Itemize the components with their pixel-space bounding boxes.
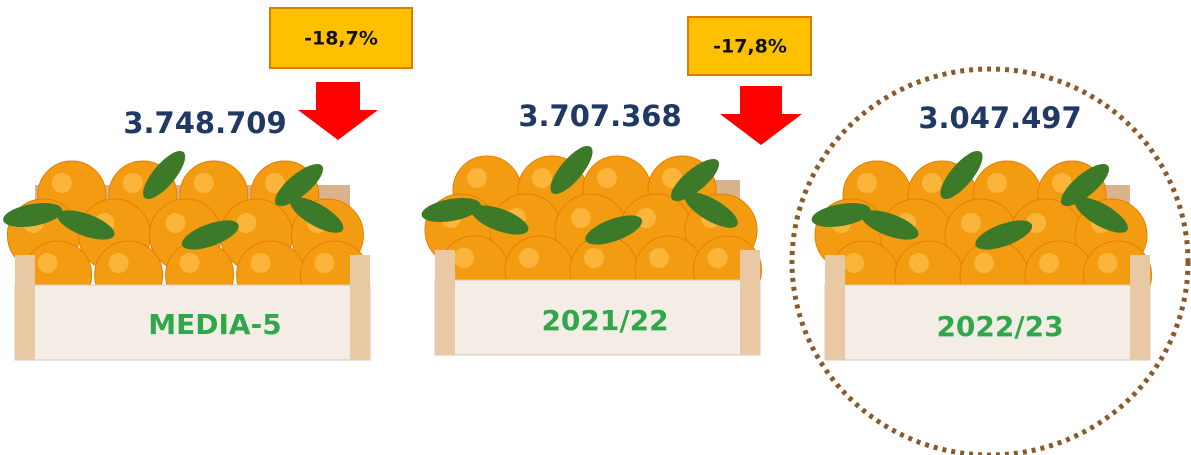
orange-shine	[708, 248, 728, 268]
period-label: 2021/22	[541, 304, 668, 337]
orange-shine	[974, 253, 994, 273]
orange-shine	[649, 248, 669, 268]
orange-shine	[315, 253, 335, 273]
down-arrow	[298, 82, 378, 140]
value: 3.707.368	[518, 99, 681, 133]
period-label: MEDIA-5	[148, 308, 281, 341]
orange-shine	[571, 208, 591, 228]
orange-shine	[467, 168, 487, 188]
crate-post	[825, 255, 845, 360]
orange-shine	[194, 173, 214, 193]
orange-shine	[236, 213, 256, 233]
orange-shine	[584, 248, 604, 268]
orange-shine	[1039, 253, 1059, 273]
orange-shine	[909, 253, 929, 273]
orange-shine	[180, 253, 200, 273]
orange-shine	[454, 248, 474, 268]
orange-shine	[52, 173, 72, 193]
orange-shine	[109, 253, 129, 273]
orange-shine	[123, 173, 143, 193]
orange-shine	[844, 253, 864, 273]
orange-shine	[519, 248, 539, 268]
orange-shine	[961, 213, 981, 233]
down-arrow	[720, 86, 802, 145]
crate-post	[740, 250, 760, 355]
crate-post	[435, 250, 455, 355]
orange-shine	[1098, 253, 1118, 273]
value: 3.047.497	[918, 101, 1081, 135]
orange-shine	[987, 173, 1007, 193]
orange-shine	[251, 253, 271, 273]
orange-shine	[165, 213, 185, 233]
orange-shine	[532, 168, 552, 188]
value: 3.748.709	[123, 106, 286, 140]
crate-post	[350, 255, 370, 360]
orange-shine	[597, 168, 617, 188]
orange-shine	[922, 173, 942, 193]
crate-post	[15, 255, 35, 360]
orange-shine	[857, 173, 877, 193]
change-text: -18,7%	[304, 28, 378, 50]
infographic: -18,7% -17,8% 3.748.709 3.707.368 3.047.…	[0, 0, 1191, 455]
orange-shine	[38, 253, 58, 273]
change-text: -17,8%	[713, 36, 787, 58]
crate-post	[1130, 255, 1150, 360]
period-label: 2022/23	[936, 310, 1063, 343]
